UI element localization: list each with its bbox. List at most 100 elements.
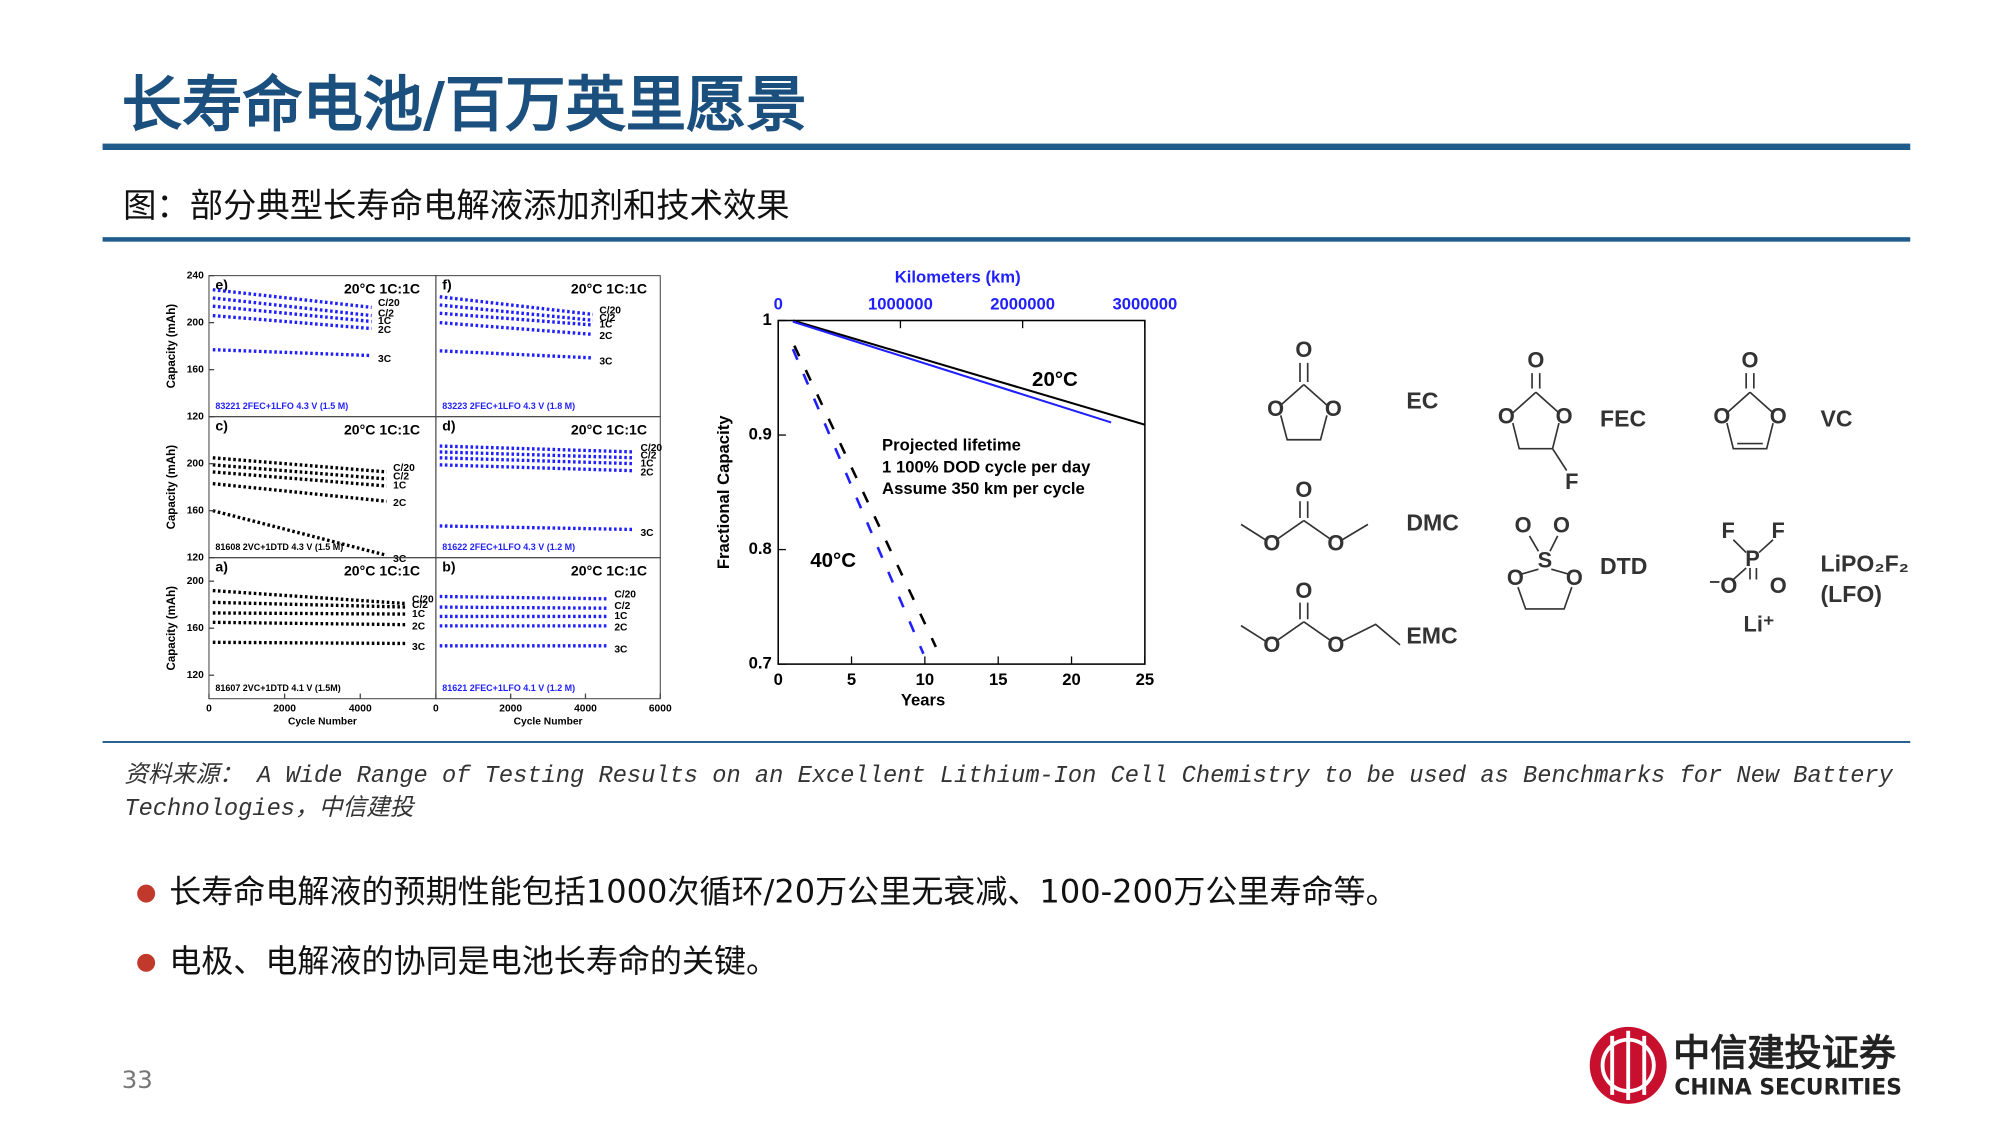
panel-cell: 83221 2FEC+1LFO 4.3 V (1.5 M) [215,401,348,411]
y-axis-label: Fractional Capacity [714,415,733,569]
x-axis-label: Cycle Number [288,716,357,727]
annotation: 1 100% DOD cycle per day [882,457,1091,476]
capacity-curve [439,463,635,473]
panel-condition: 20°C 1C:1C [344,280,420,296]
molecule-name: FEC [1600,406,1646,432]
rate-label: 3C [599,356,613,367]
atom: O [1325,396,1342,421]
panel-cell: 81622 2FEC+1LFO 4.3 V (1.2 M) [442,542,575,552]
atom: O [1263,531,1280,556]
x-tick-label: 2000 [273,704,296,715]
panel-cell: 81608 2VC+1DTD 4.3 V (1.5 M) [215,542,343,552]
panel-cell: 83223 2FEC+1LFO 4.3 V (1.8 M) [442,401,575,411]
rate-label: 1C [614,611,628,622]
panel-condition: 20°C 1C:1C [571,421,647,437]
bullet: 长寿命电解液的预期性能包括1000次循环/20万公里无衰减、100-200万公里… [169,873,1397,911]
panel-label: e) [215,277,228,293]
x-tick-label: 0 [206,704,212,715]
panel-frame [435,557,661,700]
x2-tick-label: 1000000 [868,295,933,314]
subtitle: 图：部分典型长寿命电解液添加剂和技术效果 [123,186,790,225]
bond [1517,535,1573,610]
atom: F [1722,518,1735,543]
capacity-curve [212,509,388,557]
panel-frame [208,275,437,418]
x2-tick-label: 2000000 [990,295,1055,314]
rate-label: 1C [393,481,407,492]
y-axis-label: Capacity (mAh) [166,586,178,671]
atom: O [1327,531,1344,556]
rate-label: C/20 [599,305,621,316]
x-axis-label: Years [901,691,945,710]
series-line [792,320,1112,424]
annotation: 20°C [1032,368,1078,391]
atom: O [1713,404,1730,429]
bond [1279,362,1328,441]
bond [1240,602,1401,646]
capacity-curve [439,450,635,460]
rate-label: 3C [640,528,654,539]
annotation: 40°C [810,549,856,572]
capacity-curve [212,611,406,616]
x-tick-label: 4000 [349,704,372,715]
y-tick-label: 120 [187,411,204,422]
bullet-dot [137,884,156,903]
subtitle-rule [102,237,1911,242]
capacity-curve [212,463,387,481]
capacity-curve [439,295,594,317]
panel-frame [435,416,661,559]
atom: O [1770,573,1787,598]
capacity-curve [212,304,372,324]
rate-label: 2C [412,621,426,632]
atom: O [1553,513,1570,538]
bond [1512,373,1568,471]
atom: O [1295,477,1312,502]
logo-cn: 中信建投证券 [1673,1031,1897,1075]
capacity-curve [212,296,372,318]
rate-label: 2C [393,498,407,509]
capacity-curve [439,444,635,454]
plot-frame [777,319,1146,665]
y-tick-label: 160 [187,364,204,375]
x-tick-label: 0 [774,670,783,689]
molecule-name: LiPO₂F₂ [1821,550,1909,576]
x2-tick-label: 0 [774,295,783,314]
molecule-name: VC [1821,406,1853,432]
rate-label: C/20 [378,298,400,309]
y-tick-label: 120 [187,670,204,681]
panel-frame [208,557,437,700]
rate-label: 3C [378,354,392,365]
rate-label: 2C [614,622,628,633]
y-tick-label: 0.9 [749,424,772,443]
annotation: Projected lifetime [882,436,1021,455]
capacity-curve [212,456,387,474]
atom: O [1527,347,1544,372]
panel-label: a) [215,559,228,575]
series-line [792,319,1146,426]
panel-cell: 81621 2FEC+1LFO 4.1 V (1.2 M) [442,683,575,693]
rate-label: 3C [412,642,426,653]
series-line [793,345,938,648]
source: 资料来源： A Wide Range of Testing Results on… [124,762,1893,823]
atom: O [1267,396,1284,421]
atom: O [1742,347,1759,372]
rate-label: C/20 [614,590,636,601]
y-tick-label: 0.7 [749,654,772,673]
panel-condition: 20°C 1C:1C [344,563,420,579]
atom: O [1263,632,1280,657]
x-tick-label: 20 [1062,670,1081,689]
y-tick-label: 200 [187,458,204,469]
atom: Li⁺ [1744,611,1775,636]
y-tick-label: 200 [187,576,204,587]
y-tick-label: 200 [187,317,204,328]
bond [1726,373,1774,450]
panel-cell: 81607 2VC+1DTD 4.1 V (1.5M) [215,683,340,693]
logo-mark [1626,1030,1631,1100]
x-tick-label: 25 [1136,670,1155,689]
atom: O [1566,565,1583,590]
annotation: Assume 350 km per cycle [882,479,1085,498]
rate-label: 2C [640,467,654,478]
capacity-curve [212,640,406,646]
